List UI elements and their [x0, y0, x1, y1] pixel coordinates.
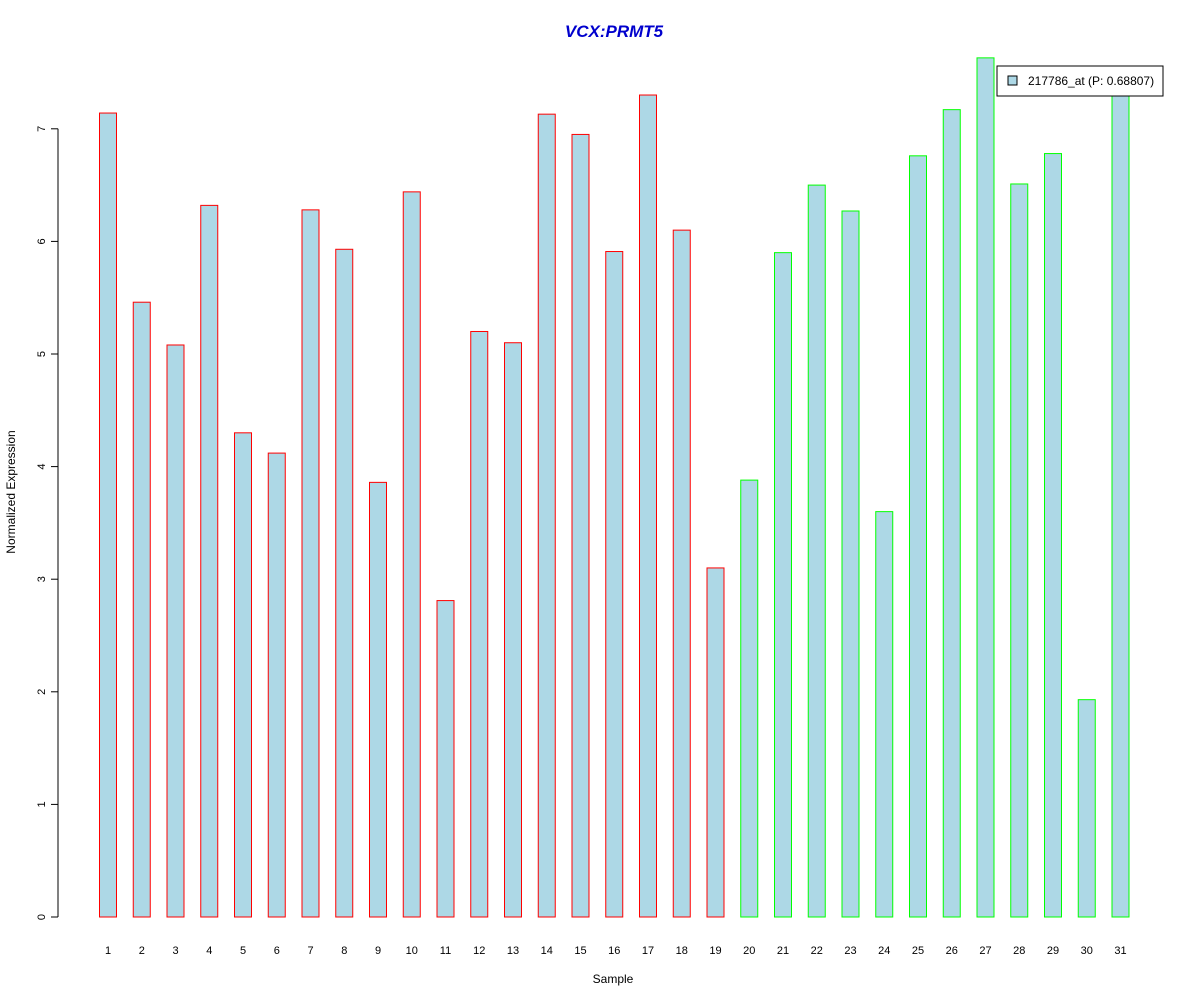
x-tick-label: 13 [507, 945, 519, 957]
x-tick-label: 29 [1047, 945, 1059, 957]
y-axis-label: Normalized Expression [4, 430, 18, 553]
y-tick-label: 7 [36, 126, 48, 132]
bar-series [99, 57, 1130, 918]
bar-sample-2 [132, 301, 151, 918]
y-axis: 0 1 2 3 4 5 6 7 [36, 126, 59, 920]
x-tick-label: 7 [307, 945, 313, 957]
x-tick-label: 28 [1013, 945, 1025, 957]
bar-sample-3 [166, 344, 185, 918]
y-tick-label: 4 [36, 464, 48, 470]
bar-sample-20 [740, 479, 759, 918]
bar-sample-28 [1010, 183, 1029, 918]
bar-sample-13 [504, 342, 522, 918]
x-tick-label: 26 [946, 945, 958, 957]
x-tick-label: 4 [206, 945, 212, 957]
bar-sample-31 [1111, 91, 1130, 918]
legend-label: 217786_at (P: 0.68807) [1028, 74, 1154, 88]
x-tick-label: 10 [406, 945, 418, 957]
bar-sample-5 [234, 432, 252, 918]
x-tick-label: 24 [878, 945, 890, 957]
x-tick-label: 2 [139, 945, 145, 957]
x-tick-label: 19 [709, 945, 721, 957]
chart-title: VCX:PRMT5 [565, 22, 664, 41]
x-tick-label: 14 [541, 945, 553, 957]
y-tick-label: 1 [36, 801, 48, 807]
bar-sample-29 [1044, 153, 1062, 918]
x-tick-label: 9 [375, 945, 381, 957]
x-axis-tick-labels: 1 2 3 4 5 6 7 8 9 10 11 12 13 14 15 16 17 18 19 20 21 22 23 24 2… [105, 945, 1127, 957]
bar-sample-18 [672, 229, 691, 918]
x-tick-label: 11 [440, 945, 451, 957]
x-tick-label: 25 [912, 945, 924, 957]
legend: 217786_at (P: 0.68807) [996, 65, 1164, 97]
x-tick-label: 5 [240, 945, 246, 957]
bar-sample-9 [369, 481, 387, 918]
bar-sample-25 [909, 155, 927, 918]
bar-sample-14 [537, 113, 556, 918]
bar-sample-30 [1077, 699, 1096, 918]
bar-sample-7 [301, 209, 320, 918]
x-tick-label: 23 [844, 945, 856, 957]
bar-sample-10 [402, 191, 421, 918]
x-tick-label: 15 [574, 945, 586, 957]
y-tick-label: 3 [36, 576, 48, 582]
y-tick-label: 2 [36, 689, 48, 695]
x-tick-label: 6 [274, 945, 280, 957]
legend-box [996, 65, 1164, 97]
y-tick-label: 5 [36, 351, 48, 357]
x-tick-label: 12 [473, 945, 485, 957]
bar-sample-27 [976, 57, 995, 918]
x-tick-label: 30 [1081, 945, 1093, 957]
x-tick-label: 8 [341, 945, 347, 957]
x-tick-label: 17 [642, 945, 654, 957]
bar-sample-11 [436, 600, 455, 918]
bar-sample-8 [335, 248, 354, 918]
y-tick-label: 6 [36, 238, 48, 244]
bar-sample-4 [200, 204, 219, 918]
x-tick-label: 21 [777, 945, 789, 957]
bar-sample-22 [807, 184, 826, 918]
x-tick-label: 27 [979, 945, 991, 957]
bar-sample-24 [875, 511, 894, 918]
bar-sample-16 [605, 251, 624, 918]
x-tick-label: 18 [676, 945, 688, 957]
x-tick-label: 1 [105, 945, 111, 957]
bar-sample-1 [99, 112, 117, 918]
x-tick-label: 16 [608, 945, 620, 957]
legend-swatch [1007, 75, 1018, 86]
x-tick-label: 3 [172, 945, 178, 957]
y-tick-label: 0 [36, 914, 48, 920]
x-tick-label: 31 [1114, 945, 1126, 957]
bar-sample-19 [706, 567, 725, 918]
bar-sample-26 [942, 109, 961, 918]
bar-sample-17 [639, 94, 657, 918]
bar-sample-6 [267, 452, 286, 918]
bar-sample-15 [571, 133, 590, 918]
bar-sample-23 [841, 210, 860, 918]
x-tick-label: 22 [811, 945, 823, 957]
bar-sample-21 [774, 252, 792, 918]
x-axis-label: Sample [593, 972, 634, 986]
x-tick-label: 20 [743, 945, 755, 957]
bar-sample-12 [470, 330, 489, 918]
